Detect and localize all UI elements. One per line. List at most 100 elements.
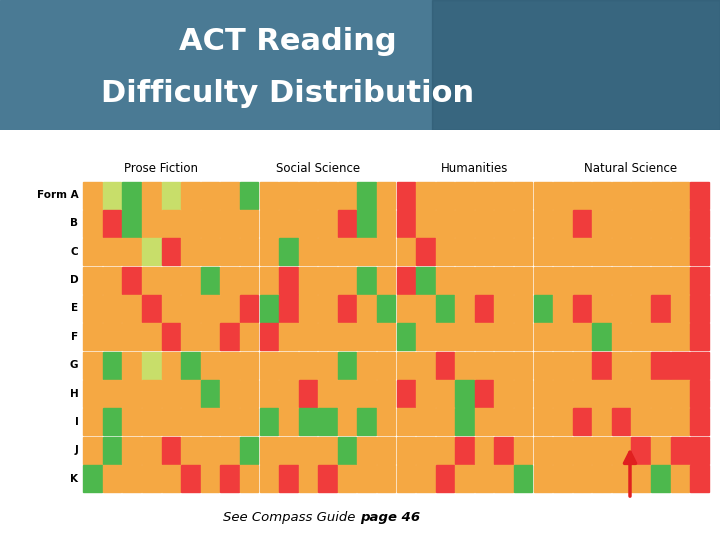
- Bar: [103, 267, 122, 294]
- Bar: [103, 238, 122, 265]
- Bar: [357, 465, 376, 492]
- Bar: [122, 352, 141, 379]
- Bar: [612, 210, 631, 237]
- Bar: [593, 267, 611, 294]
- Bar: [397, 380, 415, 407]
- Bar: [612, 408, 631, 435]
- Bar: [670, 380, 689, 407]
- Bar: [299, 181, 317, 208]
- Bar: [572, 352, 591, 379]
- Bar: [357, 437, 376, 464]
- Bar: [259, 210, 278, 237]
- Bar: [514, 210, 533, 237]
- Bar: [495, 437, 513, 464]
- Bar: [397, 408, 415, 435]
- Bar: [318, 267, 337, 294]
- Bar: [162, 323, 180, 350]
- Bar: [572, 181, 591, 208]
- Bar: [651, 295, 670, 322]
- Bar: [612, 352, 631, 379]
- Text: Form A: Form A: [37, 190, 78, 200]
- Bar: [651, 408, 670, 435]
- Bar: [436, 437, 454, 464]
- Text: D: D: [70, 275, 78, 285]
- Bar: [181, 295, 199, 322]
- Bar: [631, 210, 650, 237]
- Bar: [142, 210, 161, 237]
- Bar: [122, 295, 141, 322]
- Bar: [377, 380, 395, 407]
- Bar: [84, 210, 102, 237]
- Bar: [122, 181, 141, 208]
- Bar: [122, 267, 141, 294]
- Bar: [299, 408, 317, 435]
- Bar: [103, 408, 122, 435]
- Bar: [572, 323, 591, 350]
- Bar: [416, 267, 435, 294]
- Bar: [84, 408, 102, 435]
- Bar: [338, 380, 356, 407]
- Bar: [162, 295, 180, 322]
- Bar: [436, 380, 454, 407]
- Bar: [436, 465, 454, 492]
- Bar: [357, 352, 376, 379]
- Text: Difficulty Distribution: Difficulty Distribution: [102, 79, 474, 108]
- Bar: [572, 295, 591, 322]
- Bar: [162, 437, 180, 464]
- Bar: [455, 295, 474, 322]
- Bar: [670, 408, 689, 435]
- Bar: [475, 437, 493, 464]
- Bar: [299, 210, 317, 237]
- Bar: [84, 238, 102, 265]
- Bar: [612, 323, 631, 350]
- Bar: [475, 465, 493, 492]
- Text: page 46: page 46: [360, 511, 420, 524]
- Bar: [84, 267, 102, 294]
- Bar: [162, 238, 180, 265]
- Bar: [279, 238, 297, 265]
- Bar: [318, 295, 337, 322]
- Bar: [181, 267, 199, 294]
- Text: G: G: [70, 360, 78, 370]
- Bar: [220, 408, 239, 435]
- Bar: [612, 295, 631, 322]
- Bar: [690, 437, 708, 464]
- Bar: [318, 210, 337, 237]
- Bar: [416, 437, 435, 464]
- Bar: [495, 352, 513, 379]
- Bar: [220, 380, 239, 407]
- Bar: [142, 323, 161, 350]
- Bar: [651, 210, 670, 237]
- Text: ACT Reading: ACT Reading: [179, 27, 397, 56]
- Bar: [201, 437, 220, 464]
- Bar: [84, 352, 102, 379]
- Bar: [84, 380, 102, 407]
- Bar: [572, 465, 591, 492]
- Bar: [181, 238, 199, 265]
- Bar: [377, 465, 395, 492]
- Bar: [338, 408, 356, 435]
- Bar: [475, 210, 493, 237]
- Text: J: J: [75, 446, 78, 455]
- Bar: [357, 380, 376, 407]
- Bar: [142, 181, 161, 208]
- Bar: [397, 323, 415, 350]
- Text: Natural Science: Natural Science: [585, 162, 678, 175]
- Bar: [475, 238, 493, 265]
- Bar: [122, 437, 141, 464]
- Bar: [436, 295, 454, 322]
- Bar: [553, 181, 572, 208]
- Bar: [201, 267, 220, 294]
- Bar: [416, 352, 435, 379]
- Bar: [631, 295, 650, 322]
- Bar: [651, 323, 670, 350]
- Bar: [318, 323, 337, 350]
- Bar: [455, 380, 474, 407]
- Bar: [181, 352, 199, 379]
- Bar: [377, 408, 395, 435]
- Text: E: E: [71, 303, 78, 314]
- Bar: [593, 352, 611, 379]
- Bar: [162, 181, 180, 208]
- Bar: [670, 323, 689, 350]
- Bar: [142, 352, 161, 379]
